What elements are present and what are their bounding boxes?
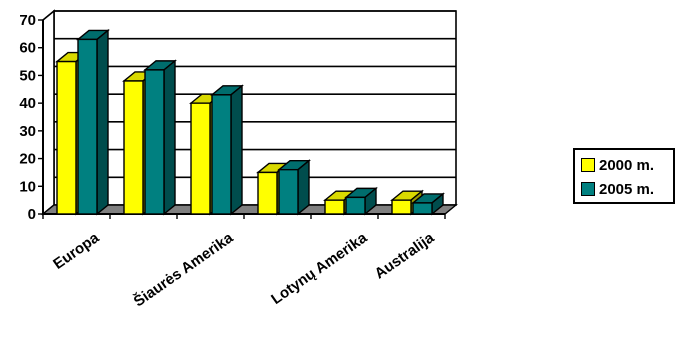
legend-item-2005: 2005 m.	[581, 177, 673, 201]
category-label: Šiaurės Amerika	[130, 228, 237, 310]
y-tick-labels: 0 10 20 30 40 50 60 70	[19, 12, 36, 223]
bar-front	[324, 199, 345, 215]
bars	[55, 28, 445, 216]
bar-front	[190, 102, 211, 215]
bar-side	[230, 84, 243, 216]
bar	[143, 59, 177, 216]
bar	[411, 192, 445, 216]
legend-item-2000: 2000 m.	[581, 153, 673, 177]
y-tick-label: 60	[19, 40, 36, 57]
bar-front	[345, 196, 366, 215]
bar-front	[56, 60, 77, 215]
y-tick-label: 40	[19, 95, 36, 112]
bar	[277, 159, 311, 216]
y-tick-label: 50	[19, 67, 36, 84]
category-label: Australija	[372, 229, 438, 283]
bar-side	[96, 28, 109, 216]
bar	[344, 186, 378, 216]
bar-front	[211, 94, 232, 215]
bar	[76, 28, 110, 216]
grid-lines	[42, 10, 457, 206]
y-tick-label: 30	[19, 123, 36, 140]
y-tick-label: 10	[19, 178, 36, 195]
legend-label-2005: 2005 m.	[599, 180, 655, 198]
bar	[210, 84, 244, 216]
category-label: Lotynų Amerika	[268, 229, 371, 308]
legend-swatch-2005	[581, 182, 595, 196]
legend-label-2000: 2000 m.	[599, 156, 655, 174]
bar-front	[412, 202, 433, 215]
bar-side	[163, 59, 176, 216]
bar-front	[77, 38, 98, 215]
legend-swatch-2000	[581, 158, 595, 172]
bar-front	[144, 69, 165, 215]
category-labels: Europa Šiaurės Amerika Lotynų Amerika Austr…	[50, 228, 438, 310]
y-tick-label: 0	[28, 206, 36, 223]
y-tick-label: 20	[19, 151, 36, 168]
bar-front	[123, 80, 144, 215]
chart-legend: 2000 m. 2005 m.	[573, 148, 675, 204]
back-wall	[54, 11, 456, 205]
y-tick-label: 70	[19, 12, 36, 29]
side-wall	[42, 9, 55, 216]
bar-front	[391, 199, 412, 215]
bar-front	[257, 171, 278, 215]
category-label: Europa	[50, 229, 103, 273]
bar-front	[278, 168, 299, 215]
bar-side	[297, 159, 310, 216]
